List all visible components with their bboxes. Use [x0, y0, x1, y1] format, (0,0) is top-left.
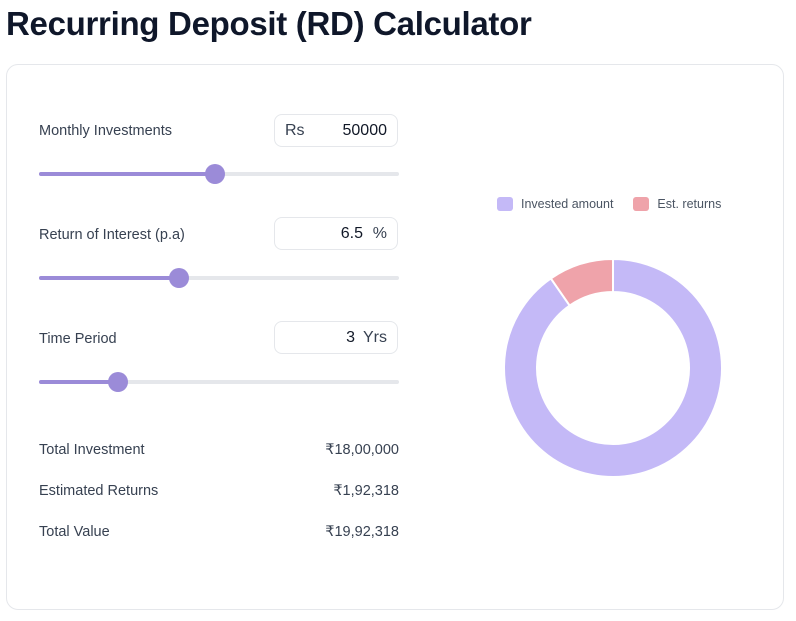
page-title: Recurring Deposit (RD) Calculator — [6, 5, 532, 42]
monthly-investment-slider-thumb[interactable] — [205, 164, 225, 184]
monthly-investment-slider-fill — [39, 172, 215, 176]
chart-legend: Invested amount Est. returns — [497, 197, 735, 211]
total-value-value: ₹19,92,318 — [325, 524, 399, 540]
donut-chart — [503, 258, 723, 478]
time-period-value: 3 — [346, 328, 355, 346]
time-period-field[interactable]: 3 Yrs — [274, 321, 398, 354]
total-investment-label: Total Investment — [39, 442, 145, 458]
legend-item-invested[interactable]: Invested amount — [497, 197, 613, 211]
legend-item-returns[interactable]: Est. returns — [633, 197, 721, 211]
interest-rate-slider-thumb[interactable] — [169, 268, 189, 288]
time-period-slider-fill — [39, 380, 118, 384]
estimated-returns-label: Estimated Returns — [39, 483, 159, 499]
total-value-label: Total Value — [39, 524, 110, 540]
donut-slice-returns[interactable] — [549, 258, 614, 307]
donut-slice-invested[interactable] — [503, 258, 723, 478]
time-period-label: Time Period — [39, 331, 117, 347]
legend-swatch-invested — [497, 197, 513, 211]
total-investment-value: ₹18,00,000 — [325, 442, 399, 458]
monthly-investment-field[interactable]: Rs 50000 — [274, 114, 398, 147]
percent-suffix: % — [372, 224, 387, 242]
monthly-investment-label: Monthly Investments — [39, 123, 172, 139]
currency-prefix: Rs — [285, 121, 305, 139]
interest-rate-slider[interactable] — [39, 268, 399, 288]
interest-rate-slider-fill — [39, 276, 179, 280]
time-period-slider[interactable] — [39, 372, 399, 392]
legend-label-returns: Est. returns — [657, 197, 722, 211]
legend-label-invested: Invested amount — [521, 197, 614, 211]
legend-swatch-returns — [633, 197, 650, 211]
interest-rate-field[interactable]: 6.5 % — [274, 217, 398, 250]
interest-rate-value: 6.5 — [340, 224, 363, 242]
estimated-returns-value: ₹1,92,318 — [333, 483, 399, 499]
years-suffix: Yrs — [363, 328, 387, 346]
monthly-investment-slider[interactable] — [39, 164, 399, 184]
monthly-investment-value: 50000 — [342, 121, 388, 139]
time-period-slider-thumb[interactable] — [108, 372, 128, 392]
interest-rate-label: Return of Interest (p.a) — [39, 227, 185, 243]
